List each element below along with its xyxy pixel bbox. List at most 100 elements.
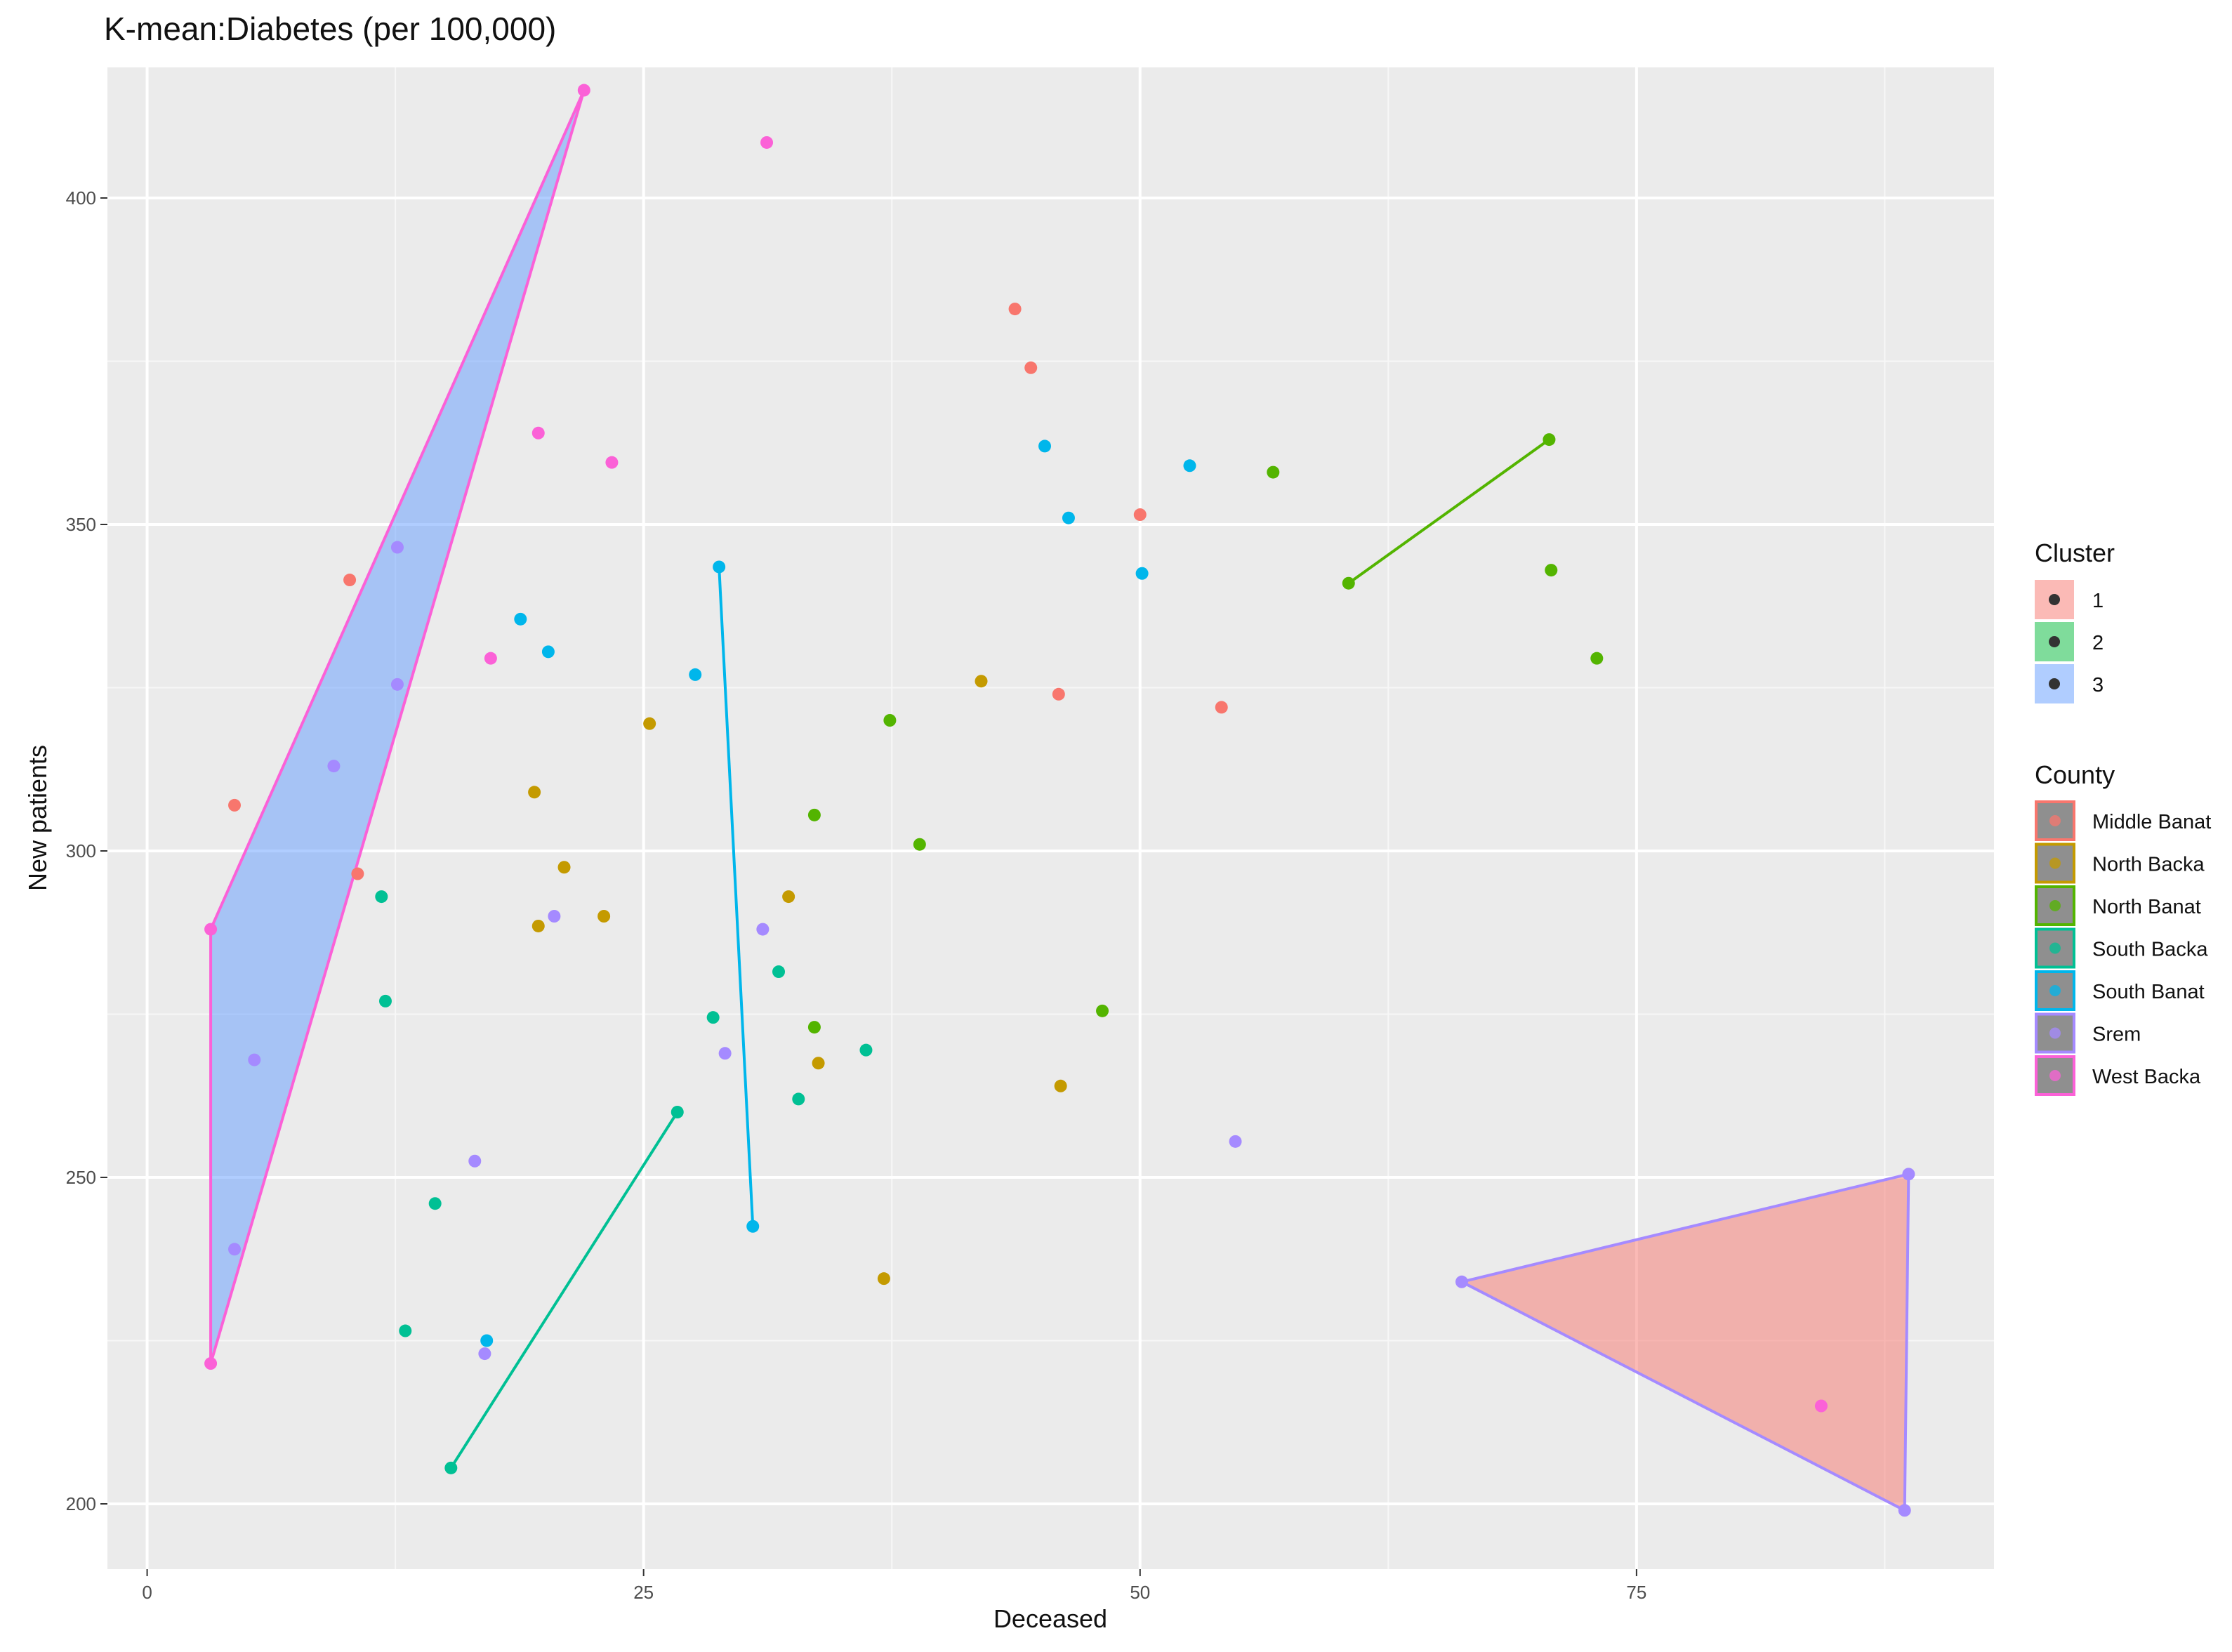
data-point	[689, 668, 702, 681]
data-point	[577, 84, 590, 97]
county-legend-key	[2035, 842, 2075, 884]
data-point	[1133, 508, 1147, 522]
data-point	[1215, 701, 1228, 714]
data-point	[1814, 1399, 1828, 1413]
cluster-legend-dot	[2049, 594, 2060, 605]
data-point	[557, 861, 571, 874]
data-point	[760, 136, 774, 149]
data-point	[228, 1243, 242, 1256]
data-point	[248, 1053, 261, 1066]
county-legend-label: South Backa	[2092, 939, 2208, 961]
data-point	[541, 645, 555, 659]
county-legend-label: South Banat	[2092, 981, 2205, 1003]
data-point	[1543, 433, 1556, 447]
data-point	[605, 456, 619, 469]
data-point	[1054, 1079, 1067, 1092]
data-point	[204, 923, 218, 936]
county-legend-dot	[2049, 815, 2061, 826]
data-point	[782, 890, 795, 904]
data-point	[883, 714, 897, 727]
county-legend-label: Middle Banat	[2092, 811, 2211, 833]
data-point	[390, 541, 404, 554]
data-point	[1052, 687, 1065, 701]
cluster-hull-line	[1347, 438, 1550, 585]
cluster-hull	[1460, 1172, 1910, 1512]
data-points	[204, 84, 1915, 1517]
data-point	[756, 923, 770, 936]
county-legend-label: North Backa	[2092, 854, 2205, 876]
data-point	[807, 808, 821, 821]
y-tick-label: 400	[66, 187, 96, 209]
county-legend-dot	[2049, 1070, 2061, 1081]
county-legend-dot	[2049, 1027, 2061, 1039]
data-point	[375, 890, 388, 904]
x-tick-label: 0	[142, 1582, 152, 1603]
data-point	[528, 786, 541, 799]
data-point	[671, 1106, 684, 1118]
data-point	[1062, 511, 1075, 524]
data-point	[1342, 576, 1355, 590]
data-point	[1024, 361, 1038, 374]
county-legend-dot	[2049, 900, 2061, 911]
data-point	[706, 1011, 720, 1024]
data-point	[1902, 1168, 1915, 1181]
data-point	[378, 994, 392, 1007]
cluster-legend-label: 3	[2092, 674, 2104, 696]
data-point	[531, 426, 545, 440]
x-tick-label: 50	[1130, 1582, 1150, 1603]
data-point	[428, 1197, 442, 1210]
data-point	[514, 612, 527, 626]
data-point	[975, 675, 988, 688]
data-point	[807, 1021, 821, 1034]
data-point	[390, 678, 404, 691]
county-legend-dot	[2049, 985, 2061, 996]
data-point	[343, 574, 357, 587]
data-point	[1135, 567, 1149, 580]
data-point	[531, 919, 545, 932]
data-point	[713, 560, 726, 574]
data-point	[480, 1334, 494, 1347]
data-point	[1898, 1504, 1911, 1517]
data-point	[1455, 1275, 1468, 1288]
data-point	[1267, 465, 1280, 479]
data-point	[484, 652, 497, 665]
data-point	[204, 1357, 218, 1370]
county-legend-label: Srem	[2092, 1024, 2141, 1046]
y-tick-label: 300	[66, 840, 96, 861]
data-point	[1038, 440, 1052, 453]
y-tick-label: 350	[66, 514, 96, 535]
y-tick-label: 250	[66, 1167, 96, 1188]
data-point	[444, 1461, 458, 1474]
y-tick-label: 200	[66, 1493, 96, 1514]
data-point	[228, 798, 242, 812]
data-point	[859, 1043, 873, 1057]
county-legend-label: West Backa	[2092, 1066, 2201, 1088]
data-point	[468, 1154, 482, 1168]
county-legend-dot	[2049, 857, 2061, 869]
y-axis-title: New patients	[23, 745, 52, 891]
x-tick-label: 75	[1626, 1582, 1646, 1603]
cluster-legend-label: 2	[2092, 632, 2104, 654]
data-point	[1008, 303, 1022, 316]
data-point	[478, 1347, 491, 1361]
data-point	[1590, 652, 1604, 665]
x-axis-title: Deceased	[993, 1604, 1107, 1633]
data-point	[1096, 1004, 1109, 1017]
cluster-legend-label: 1	[2092, 590, 2104, 612]
cluster-legend-dot	[2049, 636, 2060, 647]
data-point	[351, 867, 364, 880]
cluster-hulls	[209, 88, 1910, 1512]
cluster-hull-line	[718, 567, 755, 1227]
data-point	[327, 760, 341, 773]
data-point	[1183, 459, 1196, 473]
data-point	[1229, 1135, 1242, 1148]
data-point	[1545, 564, 1558, 577]
data-point	[746, 1220, 760, 1233]
data-point	[399, 1324, 412, 1337]
data-point	[812, 1057, 825, 1070]
cluster-legend-dot	[2049, 678, 2060, 689]
data-point	[772, 965, 786, 979]
data-point	[548, 910, 561, 923]
cluster-legend-title: Cluster	[2035, 538, 2115, 567]
